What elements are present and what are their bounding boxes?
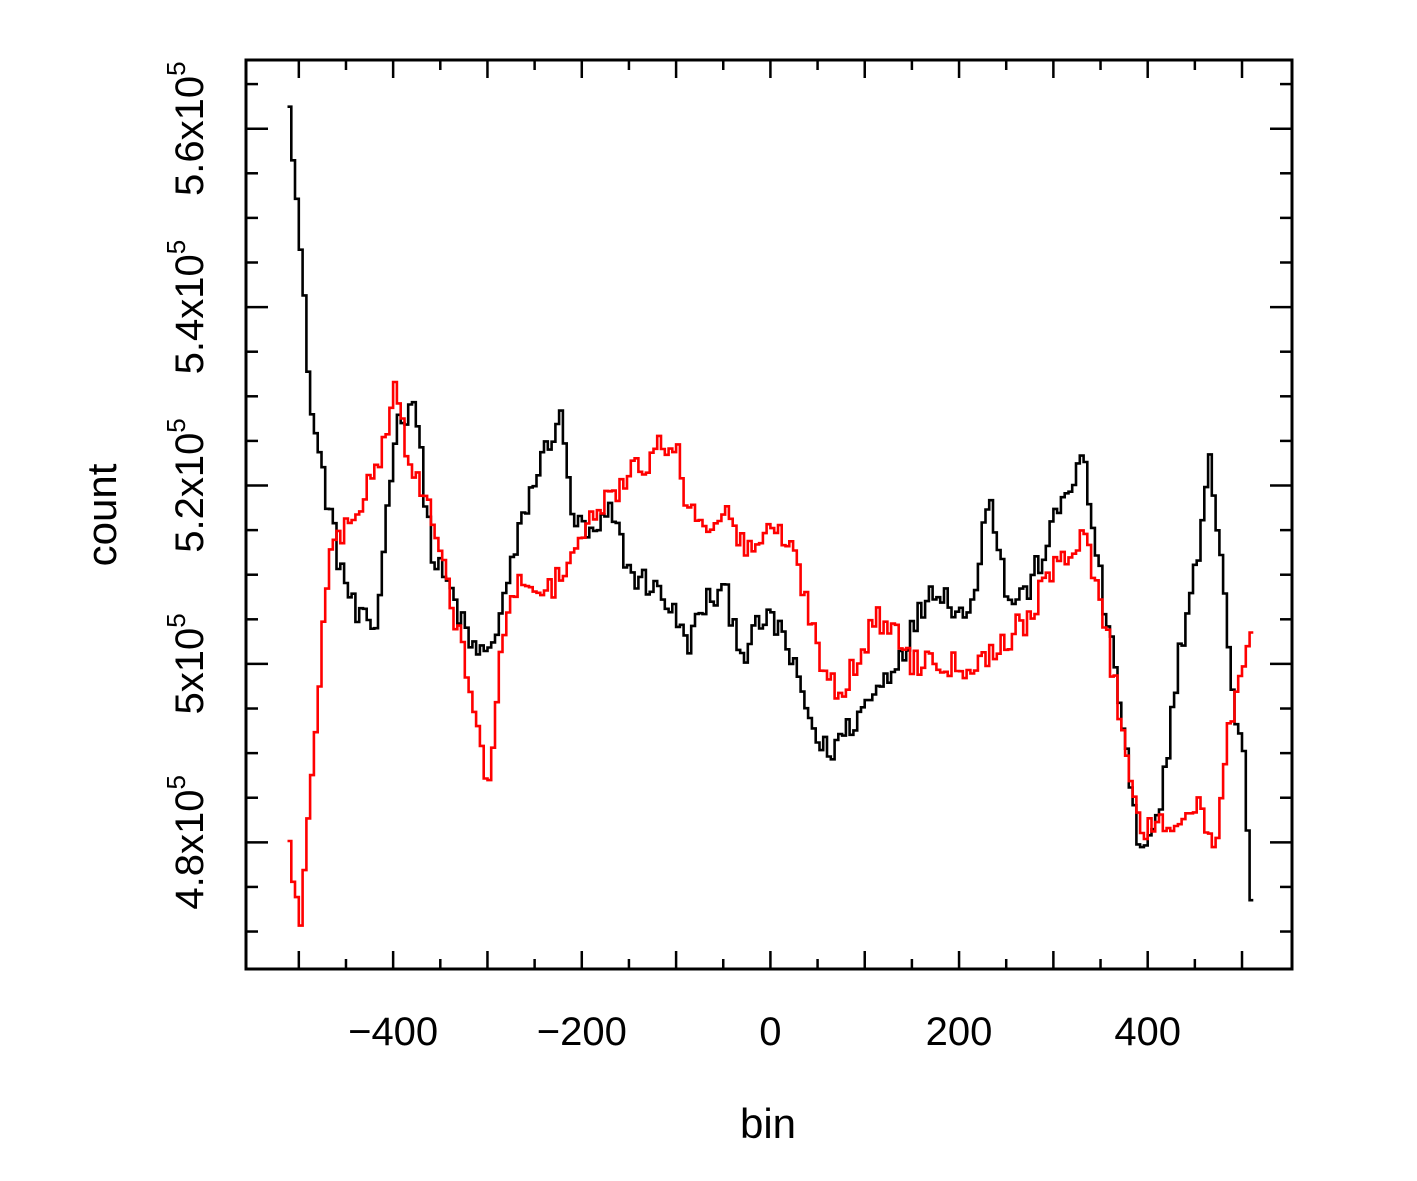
y-axis-title: count: [78, 463, 125, 566]
y-tick-exponent: 5: [161, 240, 191, 254]
x-tick-label: 400: [1114, 1010, 1181, 1054]
y-tick-mantissa: 5x10: [168, 628, 212, 715]
y-tick-mantissa: 5.6x10: [168, 76, 212, 196]
tick-marks: [246, 60, 1292, 969]
y-tick-mantissa: 5.4x10: [168, 254, 212, 374]
x-axis-title: bin: [740, 1100, 796, 1147]
series-line-black: [287, 105, 1254, 902]
y-tick-label: 5.6x105: [161, 61, 212, 196]
x-tick-label: 200: [926, 1010, 993, 1054]
y-tick-exponent: 5: [161, 418, 191, 432]
plot-frame: [244, 58, 1294, 971]
x-tick-label: −200: [537, 1010, 627, 1054]
y-tick-exponent: 5: [161, 61, 191, 75]
y-tick-label: 5.2x105: [161, 418, 212, 553]
y-tick-label: 5.4x105: [161, 240, 212, 375]
y-tick-label: 5x105: [161, 613, 212, 714]
x-tick-labels: −400 −200 0 200 400: [348, 1010, 1181, 1054]
series-layer: [287, 105, 1254, 927]
x-tick-label: −400: [348, 1010, 438, 1054]
series-line-red: [287, 380, 1254, 927]
y-tick-label: 4.8x105: [161, 775, 212, 910]
y-tick-exponent: 5: [161, 613, 191, 627]
y-tick-exponent: 5: [161, 775, 191, 789]
y-tick-mantissa: 4.8x10: [168, 789, 212, 909]
y-tick-mantissa: 5.2x10: [168, 433, 212, 553]
x-tick-label: 0: [759, 1010, 781, 1054]
